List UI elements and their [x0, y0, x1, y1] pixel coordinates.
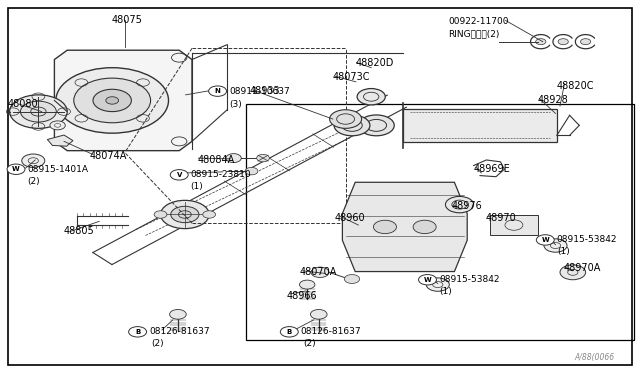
Circle shape: [7, 164, 25, 174]
Text: 48820D: 48820D: [355, 58, 394, 68]
Text: 48073C: 48073C: [333, 73, 371, 82]
Circle shape: [311, 267, 329, 278]
Circle shape: [558, 39, 568, 45]
Circle shape: [330, 110, 362, 128]
Text: 08126-81637: 08126-81637: [301, 327, 362, 336]
Circle shape: [93, 89, 131, 112]
Text: 08915-1401A: 08915-1401A: [28, 165, 88, 174]
Polygon shape: [342, 182, 467, 272]
Circle shape: [413, 220, 436, 234]
Bar: [246, 104, 634, 340]
Circle shape: [580, 39, 591, 45]
Text: 48074A: 48074A: [90, 151, 127, 161]
Circle shape: [106, 97, 118, 104]
Text: 48075: 48075: [112, 16, 143, 25]
Circle shape: [203, 211, 216, 218]
Circle shape: [300, 280, 315, 289]
Circle shape: [10, 95, 67, 128]
Circle shape: [544, 239, 567, 252]
Circle shape: [171, 206, 199, 223]
Text: 48805: 48805: [64, 227, 95, 236]
Bar: [403, 109, 557, 142]
Text: 08915-53842: 08915-53842: [439, 275, 500, 284]
Text: 08915-53842: 08915-53842: [557, 235, 618, 244]
Text: (3): (3): [229, 100, 242, 109]
Circle shape: [50, 121, 65, 130]
Text: (1): (1): [439, 287, 452, 296]
Circle shape: [419, 275, 436, 285]
Circle shape: [426, 278, 449, 291]
Text: 48070A: 48070A: [300, 267, 337, 277]
Circle shape: [280, 327, 298, 337]
Text: (1): (1): [557, 247, 570, 256]
Text: 48820C: 48820C: [557, 81, 595, 90]
Text: B: B: [135, 329, 140, 335]
Bar: [490, 215, 538, 235]
Circle shape: [56, 68, 168, 133]
Text: RINGリング(2): RINGリング(2): [448, 29, 499, 38]
Circle shape: [560, 265, 586, 280]
Circle shape: [22, 154, 45, 167]
Polygon shape: [47, 135, 73, 146]
Text: A/88(0066: A/88(0066: [574, 353, 614, 362]
Text: 08911-10637: 08911-10637: [229, 87, 290, 96]
Text: W: W: [12, 166, 20, 172]
Circle shape: [129, 327, 147, 337]
Text: 00922-11700: 00922-11700: [448, 17, 509, 26]
Text: (2): (2): [152, 339, 164, 348]
Text: B: B: [287, 329, 292, 335]
Circle shape: [334, 115, 370, 136]
Polygon shape: [54, 50, 192, 151]
Text: W: W: [424, 277, 431, 283]
Text: (2): (2): [303, 339, 316, 348]
Circle shape: [20, 101, 56, 122]
Circle shape: [209, 86, 227, 96]
Text: 48960: 48960: [335, 213, 365, 222]
Text: (1): (1): [191, 182, 204, 191]
Text: 48970: 48970: [485, 213, 516, 222]
Text: 48080: 48080: [8, 99, 38, 109]
Text: V: V: [177, 172, 182, 178]
Circle shape: [257, 154, 269, 162]
Circle shape: [245, 167, 258, 175]
Text: W: W: [541, 237, 549, 243]
Circle shape: [536, 235, 554, 245]
Circle shape: [74, 78, 150, 123]
Circle shape: [170, 170, 188, 180]
Text: N: N: [214, 88, 221, 94]
Circle shape: [154, 211, 167, 218]
Text: 48976: 48976: [451, 202, 482, 211]
Circle shape: [344, 275, 360, 283]
Text: 48933: 48933: [250, 86, 280, 96]
Circle shape: [358, 115, 394, 136]
Text: 48928: 48928: [538, 96, 568, 105]
Text: 48084A: 48084A: [197, 155, 234, 165]
Text: 08126-81637: 08126-81637: [149, 327, 210, 336]
Circle shape: [357, 89, 385, 105]
Circle shape: [161, 201, 209, 229]
Circle shape: [170, 310, 186, 319]
Circle shape: [536, 39, 546, 45]
Circle shape: [226, 154, 241, 163]
Text: 48970A: 48970A: [563, 263, 600, 273]
Text: 48969E: 48969E: [474, 164, 510, 174]
Circle shape: [310, 310, 327, 319]
Circle shape: [445, 196, 474, 213]
Text: (2): (2): [28, 177, 40, 186]
Circle shape: [374, 220, 397, 234]
Text: 48966: 48966: [287, 291, 317, 301]
Text: 08915-23810: 08915-23810: [191, 170, 252, 179]
